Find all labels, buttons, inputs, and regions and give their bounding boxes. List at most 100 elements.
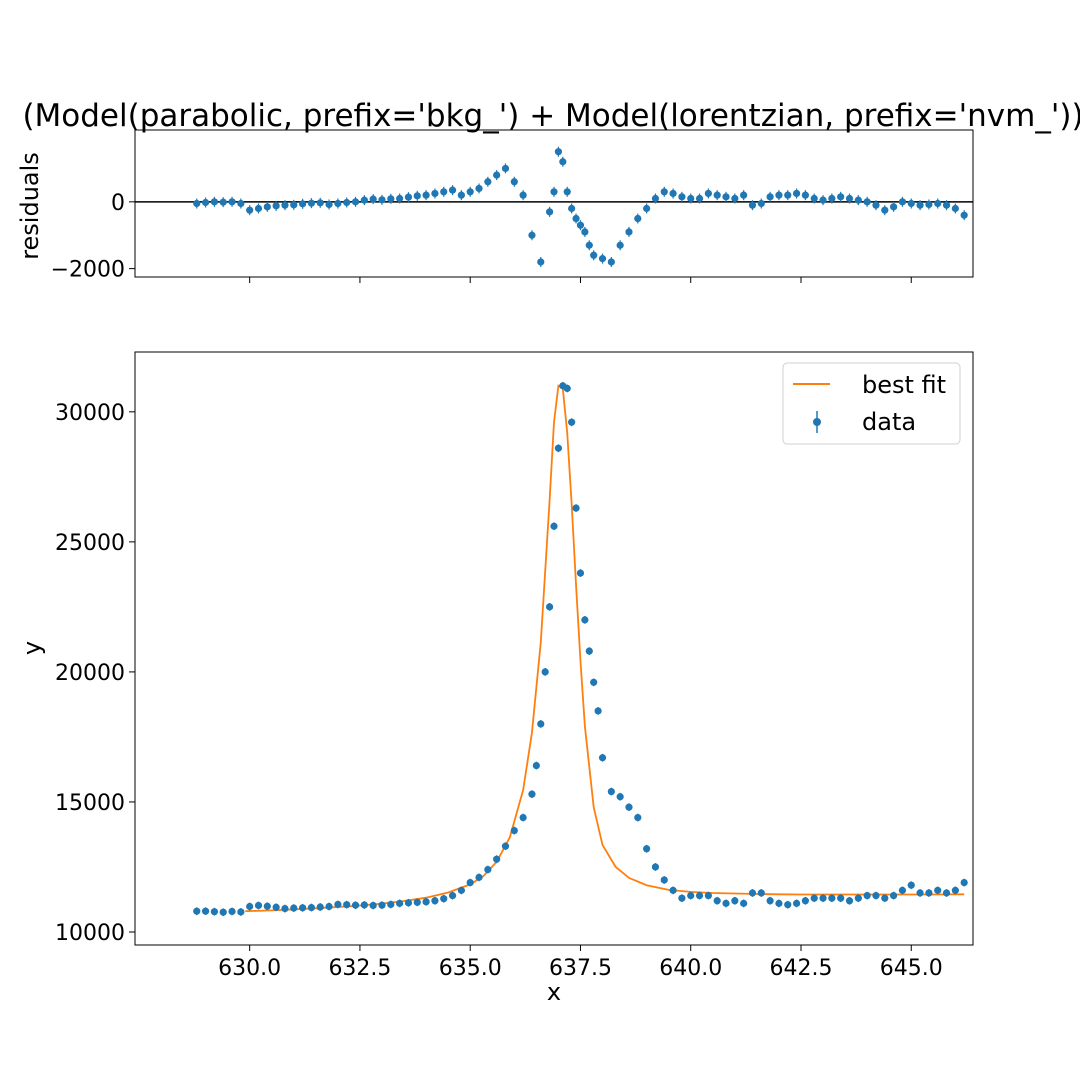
data-point — [537, 258, 545, 266]
data-point — [845, 194, 854, 203]
data-point — [519, 813, 527, 822]
data-point — [722, 899, 730, 907]
data-point — [246, 902, 254, 911]
data-point — [704, 189, 712, 198]
data-point — [545, 603, 554, 611]
data-point — [550, 188, 558, 196]
legend: best fit data — [782, 362, 961, 445]
data-point — [307, 199, 316, 207]
data-point — [541, 668, 549, 676]
data-point — [881, 206, 889, 214]
data-point — [422, 191, 430, 199]
data-point — [731, 194, 739, 203]
data-point — [572, 214, 580, 223]
x-tick-label: 637.5 — [549, 956, 612, 981]
data-point — [475, 873, 483, 881]
data-point — [594, 707, 602, 715]
data-point — [351, 198, 360, 206]
legend-data-marker-swatch — [813, 418, 821, 426]
data-point — [590, 251, 598, 259]
data-point — [585, 241, 593, 249]
data-point — [466, 188, 474, 196]
data-point — [766, 897, 774, 905]
data-point — [210, 908, 218, 916]
data-point — [550, 522, 558, 530]
data-point — [237, 908, 245, 916]
best-fit-line — [245, 384, 965, 913]
data-point — [528, 231, 536, 239]
data-point — [678, 894, 686, 902]
data-point — [360, 196, 368, 204]
data-point — [501, 164, 510, 173]
data-point — [607, 258, 615, 266]
data-point — [660, 876, 668, 884]
data-point — [695, 891, 704, 900]
data-point — [404, 899, 413, 907]
data-point — [951, 204, 959, 213]
data-point — [625, 228, 633, 236]
x-tick-label: 645.0 — [880, 956, 943, 981]
data-point — [440, 895, 448, 903]
x-tick-label: 642.5 — [769, 956, 832, 981]
data-point — [568, 204, 576, 213]
data-point — [219, 908, 227, 916]
data-point — [396, 194, 404, 203]
data-point — [299, 904, 307, 912]
data-point — [193, 907, 201, 915]
data-point — [837, 193, 845, 201]
data-point — [559, 158, 567, 166]
data-point — [634, 813, 642, 822]
data-point — [810, 894, 818, 902]
data-point — [431, 189, 439, 198]
data-point — [934, 199, 942, 208]
fit-x-axis-label: x — [547, 978, 561, 1006]
data-point — [272, 202, 280, 210]
data-point — [228, 198, 236, 206]
data-point — [404, 193, 413, 201]
y-tick-label: −2000 — [51, 258, 125, 283]
x-tick-label: 635.0 — [439, 956, 502, 981]
data-point — [934, 886, 942, 894]
data-point — [193, 199, 201, 208]
data-point — [572, 504, 580, 512]
data-point — [607, 787, 615, 796]
data-point — [554, 444, 563, 452]
data-point — [475, 184, 483, 193]
data-point — [598, 255, 607, 263]
data-point — [422, 898, 430, 906]
data-point — [334, 900, 342, 909]
y-tick-label: 20000 — [55, 661, 125, 686]
data-point — [466, 878, 474, 887]
data-point — [290, 904, 298, 912]
data-point — [440, 188, 448, 196]
data-point — [528, 790, 536, 798]
data-point — [413, 898, 421, 906]
data-point — [801, 191, 810, 199]
data-point — [695, 194, 704, 203]
data-point — [378, 901, 386, 909]
data-point — [457, 191, 465, 199]
data-point — [254, 901, 263, 910]
residuals-y-axis-label: residuals — [16, 152, 44, 260]
data-point — [510, 826, 518, 835]
data-point — [819, 894, 827, 902]
data-point — [457, 886, 465, 894]
data-point — [881, 894, 889, 902]
data-point — [916, 889, 924, 897]
data-point — [916, 201, 924, 209]
x-tick-label: 630.0 — [218, 956, 281, 981]
data-point — [590, 678, 598, 686]
fit-y-axis-label: y — [18, 641, 46, 655]
data-point — [722, 193, 730, 201]
data-point — [643, 845, 651, 853]
data-point — [828, 894, 836, 902]
data-point — [519, 191, 527, 199]
data-point — [387, 195, 395, 203]
data-point — [201, 198, 210, 207]
data-point — [854, 894, 862, 902]
data-point — [757, 199, 765, 208]
data-point — [748, 889, 757, 897]
data-point — [576, 569, 585, 577]
